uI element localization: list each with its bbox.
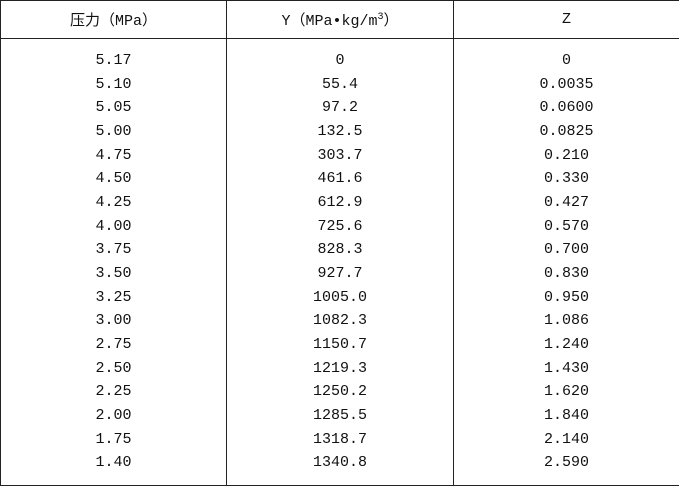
table-cell: 5.17 <box>0 38 227 73</box>
header-cell: Y（MPa•kg/m3） <box>226 0 454 39</box>
table-cell: 5.10 <box>0 72 227 97</box>
table-cell: 2.75 <box>0 332 227 357</box>
table-cell: 1.086 <box>453 309 679 333</box>
table-cell: 461.6 <box>226 167 454 191</box>
table-cell: 3.75 <box>0 238 227 262</box>
table-cell: 2.590 <box>453 451 679 486</box>
table-cell: 1.430 <box>453 356 679 381</box>
table-cell: 0.0600 <box>453 96 679 120</box>
table-row: 2.25 1250.2 1.620 <box>0 380 679 404</box>
table-row: 4.50 461.6 0.330 <box>0 167 679 191</box>
table-cell: 1.840 <box>453 403 679 428</box>
table-cell: 1150.7 <box>226 332 454 357</box>
table-cell: 3.50 <box>0 261 227 286</box>
table-cell: 5.05 <box>0 96 227 120</box>
table-row: 5.05 97.2 0.0600 <box>0 96 679 120</box>
table-row: 5.00 132.5 0.0825 <box>0 120 679 144</box>
table-cell: 3.25 <box>0 285 227 310</box>
table-cell: 0 <box>226 38 454 73</box>
table-cell: 4.50 <box>0 167 227 191</box>
table-cell: 2.25 <box>0 380 227 404</box>
table-cell: 0.0035 <box>453 72 679 97</box>
table-cell: 1250.2 <box>226 380 454 404</box>
table-row: 4.75 303.7 0.210 <box>0 143 679 168</box>
table-body: 5.17 0 0 5.10 55.4 0.0035 5.05 97.2 0.0600 5.00 13… <box>0 38 679 486</box>
table-cell: 1.40 <box>0 451 227 486</box>
header-cell: 压力（MPa） <box>0 0 227 39</box>
table-row: 2.75 1150.7 1.240 <box>0 332 679 357</box>
table-cell: 5.00 <box>0 120 227 144</box>
header-text: Y（MPa•kg/m <box>281 13 378 30</box>
table-cell: 303.7 <box>226 143 454 168</box>
header-cell: Z <box>453 0 679 39</box>
table-cell: 1340.8 <box>226 451 454 486</box>
table-cell: 4.25 <box>0 190 227 215</box>
table-cell: 828.3 <box>226 238 454 262</box>
table-cell: 0 <box>453 38 679 73</box>
table-cell: 97.2 <box>226 96 454 120</box>
table-cell: 1.240 <box>453 332 679 357</box>
table-row: 3.50 927.7 0.830 <box>0 261 679 286</box>
table-row: 4.25 612.9 0.427 <box>0 190 679 215</box>
table-cell: 1285.5 <box>226 403 454 428</box>
table-cell: 1.620 <box>453 380 679 404</box>
table-row: 3.25 1005.0 0.950 <box>0 285 679 310</box>
table-cell: 0.0825 <box>453 120 679 144</box>
table-row: 1.75 1318.7 2.140 <box>0 427 679 452</box>
superscript: 3 <box>377 12 384 23</box>
table-row: 2.50 1219.3 1.430 <box>0 356 679 381</box>
header-row: 压力（MPa） Y（MPa•kg/m3） Z <box>0 0 679 39</box>
table-cell: 725.6 <box>226 214 454 239</box>
table-cell: 612.9 <box>226 190 454 215</box>
table-row: 3.75 828.3 0.700 <box>0 238 679 262</box>
table-cell: 55.4 <box>226 72 454 97</box>
table-row: 4.00 725.6 0.570 <box>0 214 679 239</box>
header-text: ） <box>383 13 399 30</box>
table-cell: 3.00 <box>0 309 227 333</box>
table-cell: 0.830 <box>453 261 679 286</box>
table-row: 2.00 1285.5 1.840 <box>0 403 679 428</box>
table-cell: 2.140 <box>453 427 679 452</box>
table-cell: 4.00 <box>0 214 227 239</box>
table-row: 5.10 55.4 0.0035 <box>0 72 679 97</box>
table-cell: 2.50 <box>0 356 227 381</box>
table-cell: 2.00 <box>0 403 227 428</box>
table-cell: 1219.3 <box>226 356 454 381</box>
table-row: 5.17 0 0 <box>0 38 679 73</box>
table-row: 1.40 1340.8 2.590 <box>0 451 679 486</box>
table-cell: 1318.7 <box>226 427 454 452</box>
table-cell: 1082.3 <box>226 309 454 333</box>
table-cell: 132.5 <box>226 120 454 144</box>
table-cell: 0.427 <box>453 190 679 215</box>
table-cell: 4.75 <box>0 143 227 168</box>
table-cell: 0.700 <box>453 238 679 262</box>
table-cell: 0.950 <box>453 285 679 310</box>
table-cell: 0.570 <box>453 214 679 239</box>
table-cell: 1005.0 <box>226 285 454 310</box>
table-cell: 0.330 <box>453 167 679 191</box>
table-row: 3.00 1082.3 1.086 <box>0 309 679 333</box>
table-cell: 1.75 <box>0 427 227 452</box>
table-cell: 927.7 <box>226 261 454 286</box>
table-cell: 0.210 <box>453 143 679 168</box>
